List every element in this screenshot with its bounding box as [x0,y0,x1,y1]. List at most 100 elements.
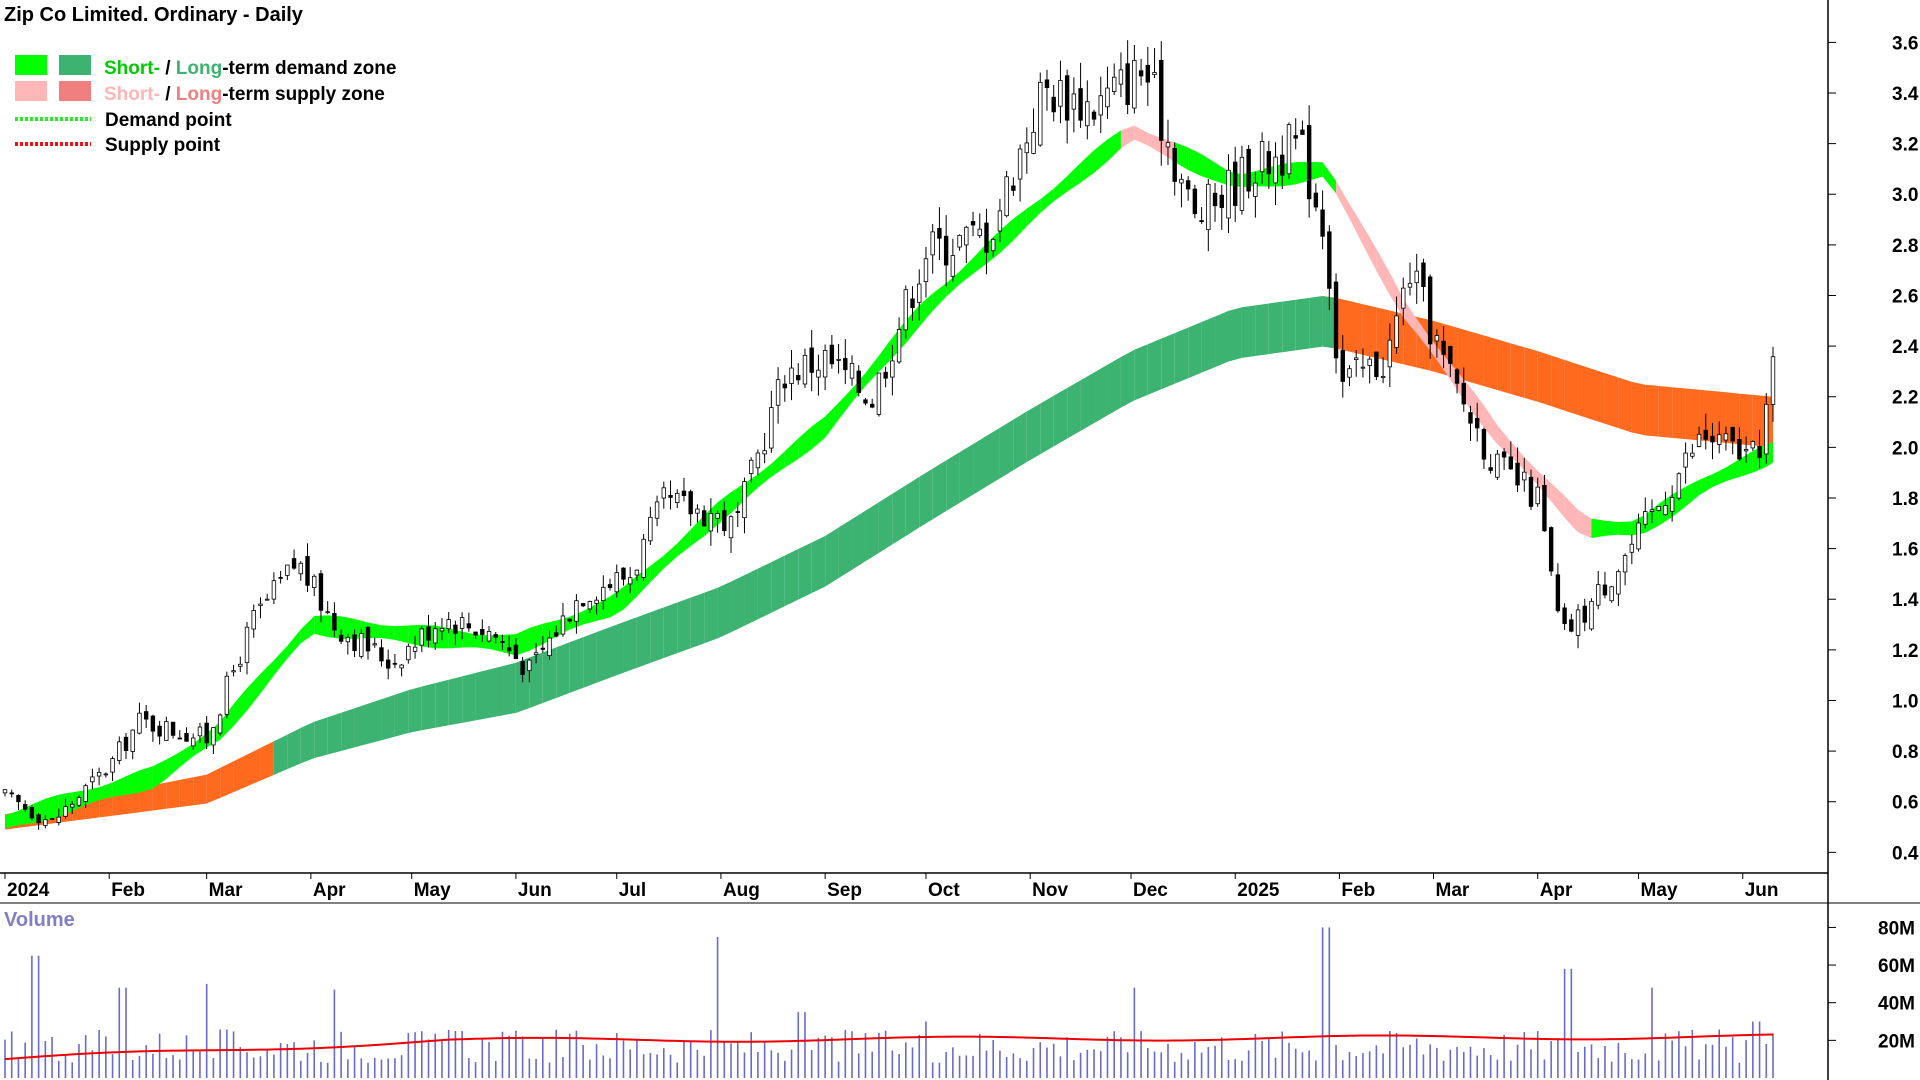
chart-title: Zip Co Limited. Ordinary - Daily [4,4,304,26]
long-term-zone-segment [1457,327,1471,383]
candle-body [433,628,438,644]
candle-body [607,584,613,588]
candle-body [1656,506,1661,511]
candle-body [157,725,162,737]
long-term-zone-segment [865,502,879,562]
long-term-zone-segment [771,555,785,613]
candle-body [1259,141,1265,173]
candle-body [1112,76,1117,92]
candle-body [1421,262,1426,288]
long-term-zone-segment [569,637,584,693]
candle-body [594,599,599,604]
candle-body [1481,429,1487,460]
candle-body [251,610,256,630]
legend-supply-zone-label: Short- / Long-term supply zone [104,84,385,105]
volume-average-line [4,1033,1774,1061]
candle-body [399,664,404,669]
candle-body [869,403,875,408]
candle-body [466,623,472,629]
candle-body [1676,473,1682,499]
candle-body [1159,60,1164,141]
candle-body [1582,605,1587,623]
long-term-zone-segment [959,444,974,503]
candle-body [1132,60,1137,109]
long-term-zone-segment [448,676,463,726]
candle-body [1165,142,1171,148]
candle-body [325,611,330,614]
long-term-zone-segment [1241,305,1256,358]
candle-body [964,226,969,246]
short-term-zone-segment [932,283,947,311]
long-term-zone-segment [1483,335,1498,391]
short-term-zone-segment [1188,147,1202,177]
short-term-zone-segment [300,615,315,644]
y-tick-label: 3.2 [1892,135,1918,156]
long-term-zone-segment [1228,307,1242,362]
candle-body [1300,129,1305,135]
candle-body [856,370,861,393]
candle-body [843,358,848,371]
x-tick-label: 2024 [7,880,50,901]
y-tick-label: 3.6 [1892,33,1918,54]
candle-body [1589,600,1594,630]
long-term-zone-segment [583,632,597,688]
candle-body [473,631,478,636]
long-term-zone-segment [1161,333,1175,390]
short-term-zone-segment [1591,518,1605,539]
short-term-zone-segment [1336,180,1350,219]
long-term-zone-segment [690,592,705,649]
long-term-zone-segment [704,587,718,644]
x-tick-label: Feb [111,880,145,901]
long-term-zone-segment [852,510,866,570]
candle-body [984,222,989,253]
long-term-zone-segment [354,703,369,748]
candle-body [748,459,754,474]
long-term-zone-segment [341,708,355,751]
long-term-zone-segment [1201,316,1216,373]
candle-body [1414,270,1419,284]
candle-body [1024,142,1030,154]
long-term-zone-segment [677,597,691,654]
x-tick-label: Feb [1341,880,1375,901]
x-tick-label: Mar [1436,880,1470,901]
short-term-zone-segment [314,615,328,638]
long-term-zone-segment [1524,347,1538,402]
short-term-zone-segment [1712,467,1726,488]
candle-body [379,647,384,662]
candle-body [1764,403,1769,455]
long-term-zone-segment [717,581,732,639]
long-term-zone-segment [152,782,167,811]
candle-body [1649,509,1655,512]
candle-body [506,647,512,652]
candle-body [211,727,216,746]
candle-body [997,210,1003,232]
long-term-zone-segment [757,562,772,620]
long-term-zone-segment [1147,338,1162,395]
candle-body [688,491,693,515]
short-term-zone-segment [838,388,853,420]
candle-body [1602,584,1608,596]
long-term-zone-segment [1268,301,1283,355]
long-term-zone-segment [529,652,543,709]
long-term-zone-segment [126,787,140,814]
candle-body [22,804,28,810]
candle-body [1717,434,1722,445]
candle-body [1669,497,1675,512]
short-term-zone-segment [112,776,127,797]
long-term-zone-segment [1188,322,1202,379]
candle-body [1293,135,1298,139]
long-term-zone-segment [287,727,301,770]
candle-body [217,714,223,734]
volume-axis-ticks: 80M 60M 40M 20M [1828,918,1915,1052]
candle-body [1327,231,1332,289]
candle-body [224,675,230,715]
long-term-zone-segment [663,602,678,659]
candle-body [701,510,707,527]
short-term-zone-segment [1026,199,1041,227]
short-term-zone-segment [408,624,422,647]
long-term-zone-segment [435,679,449,728]
short-term-zone-segment [1134,125,1148,146]
long-term-zone-segment [838,519,853,579]
long-term-zone-segment [1336,297,1350,352]
short-term-zone-segment [233,688,248,727]
